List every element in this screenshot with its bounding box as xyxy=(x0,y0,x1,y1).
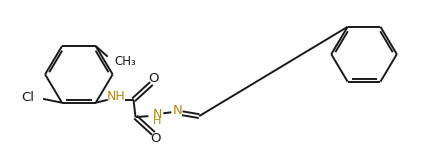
Text: H: H xyxy=(153,116,162,126)
Text: NH: NH xyxy=(106,90,125,103)
Text: O: O xyxy=(148,72,159,85)
Text: N: N xyxy=(152,108,162,121)
Text: Cl: Cl xyxy=(21,91,34,104)
Text: N: N xyxy=(172,104,182,117)
Text: CH₃: CH₃ xyxy=(114,55,137,68)
Text: O: O xyxy=(150,132,161,145)
